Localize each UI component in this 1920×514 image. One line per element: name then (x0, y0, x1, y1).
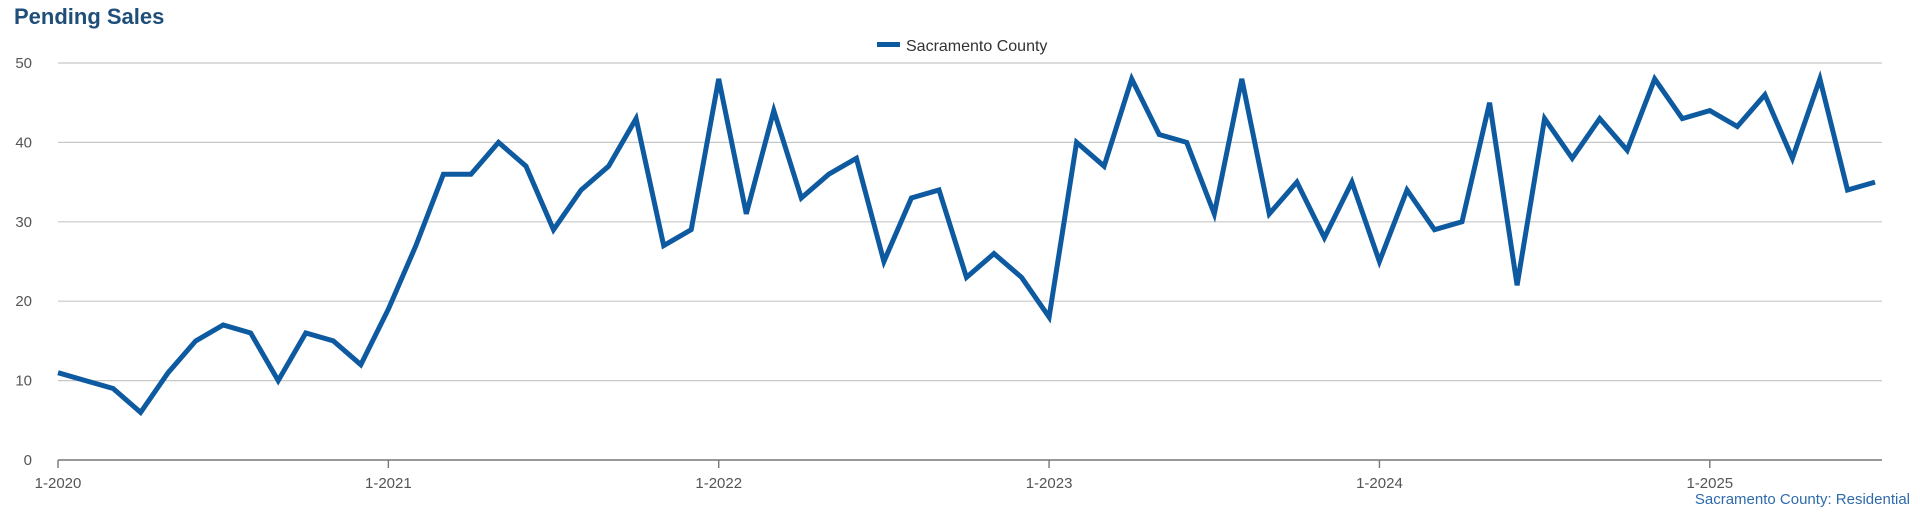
x-tick-label: 1-2022 (695, 475, 742, 492)
legend-label: Sacramento County (906, 38, 1047, 55)
x-tick-label: 1-2023 (1026, 475, 1073, 492)
series-layer (57, 70, 1876, 417)
chart-title: Pending Sales (14, 4, 165, 29)
y-tick-label: 50 (15, 55, 32, 72)
y-axis: 0 10 20 30 40 50 (15, 55, 32, 469)
legend: Sacramento County (877, 38, 1047, 55)
x-axis: 1-2020 1-2021 1-2022 1-2023 1-2024 1-2025 (35, 459, 1882, 492)
footer-caption: Sacramento County: Residential (1694, 491, 1910, 508)
x-tick-label: 1-2020 (35, 475, 82, 492)
y-tick-label: 10 (15, 373, 32, 390)
x-tick-label: 1-2024 (1356, 475, 1403, 492)
y-tick-label: 0 (24, 452, 32, 469)
gridlines (58, 62, 1882, 382)
series-line-0 (57, 70, 1876, 417)
y-tick-label: 20 (15, 293, 32, 310)
y-tick-label: 40 (15, 134, 32, 151)
y-tick-label: 30 (15, 214, 32, 231)
x-tick-label: 1-2021 (365, 475, 412, 492)
legend-swatch (877, 42, 900, 47)
x-tick-label: 1-2025 (1686, 475, 1733, 492)
